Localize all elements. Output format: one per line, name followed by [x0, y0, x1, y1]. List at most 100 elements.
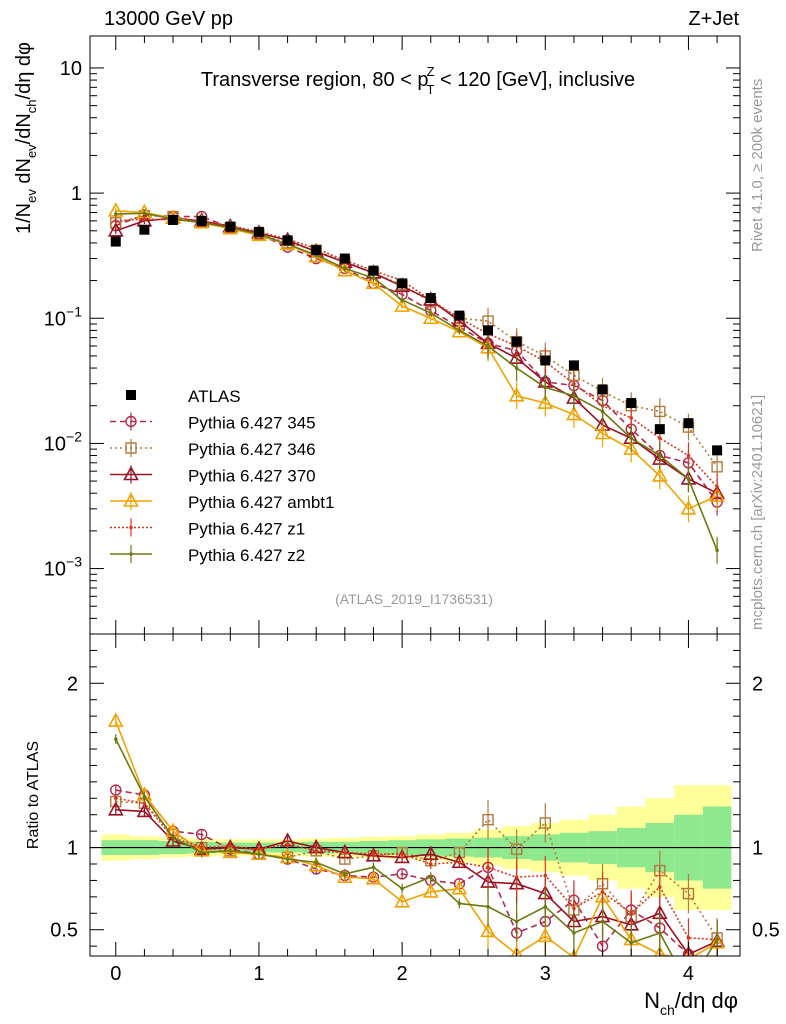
y-tick-label: 10−3 — [44, 554, 82, 581]
series-marker — [107, 222, 124, 237]
ratio-panel: 0.5 0.5 1 1 2 2 0 1 2 3 4 Ratio to ATLAS Nch/dη dφ — [25, 633, 780, 1018]
legend-label: Pythia 6.427 345 — [188, 414, 316, 433]
ratio-content — [90, 712, 740, 956]
series-line-p345 — [115, 214, 718, 503]
data-point — [425, 293, 436, 304]
ratio-marker — [682, 945, 695, 956]
legend-label: Pythia 6.427 z2 — [188, 546, 305, 565]
ratio-marker — [394, 848, 410, 864]
ratio-line-p346 — [115, 800, 718, 939]
ratio-marker — [511, 945, 523, 956]
ratio-marker — [308, 856, 325, 872]
ratio-marker — [199, 850, 204, 855]
series-marker — [709, 487, 725, 502]
ratio-marker — [400, 852, 404, 856]
x-tick-label: 0 — [110, 963, 121, 985]
series-marker — [686, 453, 691, 458]
legend: ATLAS Pythia 6.427 345 Pythia 6.427 346 Pyt… — [110, 387, 334, 565]
ratio-marker — [480, 922, 496, 938]
data-point — [139, 224, 150, 235]
ratio-marker — [314, 849, 319, 853]
series-marker — [686, 477, 691, 481]
data-point — [253, 226, 264, 237]
ratio-y-tick-label-right: 0.5 — [752, 920, 780, 942]
y-axis-label: 1/Nev dNev/dNch/dη dφ — [13, 42, 39, 234]
ratio-marker — [257, 852, 261, 856]
legend-label: Pythia 6.427 346 — [188, 440, 316, 459]
main-panel: 10 1 10−1 10−2 10−3 Transverse region, 80 < … — [13, 35, 741, 635]
ratio-marker — [514, 875, 519, 879]
ratio-marker — [428, 875, 433, 879]
ratio-marker — [337, 843, 353, 859]
series-line-ambt1 — [115, 210, 718, 510]
series-atlas — [110, 214, 723, 456]
ratio-marker — [107, 801, 124, 816]
ratio-marker — [629, 941, 633, 945]
series-line-z1 — [115, 218, 718, 488]
mcplots-label: mcplots.cern.ch [arXiv:2401.10621] — [749, 395, 766, 630]
series-marker — [572, 394, 576, 398]
legend-label: ATLAS — [188, 387, 241, 406]
main-frame — [89, 35, 741, 635]
ratio-marker — [136, 802, 153, 818]
ratio-frame — [89, 633, 741, 957]
legend-item-p370: Pythia 6.427 370 — [110, 465, 316, 486]
legend-marker — [129, 552, 133, 556]
ratio-series-z2 — [113, 734, 719, 956]
legend-marker — [125, 442, 137, 454]
ratio-marker — [371, 865, 376, 870]
ratio-marker — [396, 868, 408, 880]
x-tick-label: 2 — [397, 963, 408, 985]
data-point — [568, 360, 579, 371]
ratio-marker — [394, 893, 410, 908]
ratio-marker — [371, 852, 376, 856]
ratio-marker — [543, 904, 548, 909]
data-point — [511, 336, 522, 347]
data-point — [225, 221, 236, 232]
ratio-y-tick-label: 0.5 — [50, 920, 78, 942]
series-marker — [658, 436, 662, 441]
legend-marker — [129, 525, 133, 530]
series-marker — [715, 548, 719, 553]
y-tick-label: 10 — [60, 58, 82, 80]
data-point — [454, 310, 465, 321]
legend-item-p345: Pythia 6.427 345 — [110, 412, 316, 433]
series-marker — [142, 217, 147, 221]
series-marker — [543, 385, 548, 390]
series-marker — [394, 297, 410, 312]
data-point — [339, 253, 350, 264]
data-point — [626, 398, 637, 409]
ratio-marker — [451, 853, 468, 869]
y-tick-label: 10−2 — [44, 428, 82, 455]
data-point — [110, 236, 121, 247]
data-point — [597, 384, 608, 395]
process-label: Z+Jet — [688, 8, 739, 30]
ratio-marker — [337, 868, 353, 883]
series-line-z2 — [115, 212, 718, 551]
ratio-marker — [343, 872, 347, 876]
data-point — [683, 418, 694, 429]
x-tick-label: 3 — [540, 963, 551, 985]
legend-item-z2: Pythia 6.427 z2 — [110, 545, 305, 565]
data-point — [311, 245, 322, 256]
plot-title: Transverse region, 80 < pZ T < 120 [GeV],… — [201, 64, 635, 97]
ratio-marker — [572, 931, 576, 935]
series-marker — [680, 500, 697, 515]
series-marker — [537, 394, 554, 409]
ratio-y-tick-label-right: 1 — [752, 838, 763, 860]
ratio-marker — [142, 794, 147, 799]
ratio-marker — [285, 857, 290, 861]
series-marker — [600, 409, 605, 414]
legend-marker — [125, 415, 137, 428]
legend-item-ambt1: Pythia 6.427 ambt1 — [110, 492, 334, 512]
series-marker — [113, 212, 118, 216]
ratio-marker — [228, 849, 233, 853]
ratio-marker — [658, 931, 662, 935]
ratio-marker — [113, 737, 118, 741]
ratio-line-p370 — [115, 808, 718, 956]
series-marker — [654, 405, 666, 418]
series-marker — [428, 311, 433, 315]
ratio-marker — [400, 886, 404, 891]
ratio-marker — [543, 873, 548, 878]
